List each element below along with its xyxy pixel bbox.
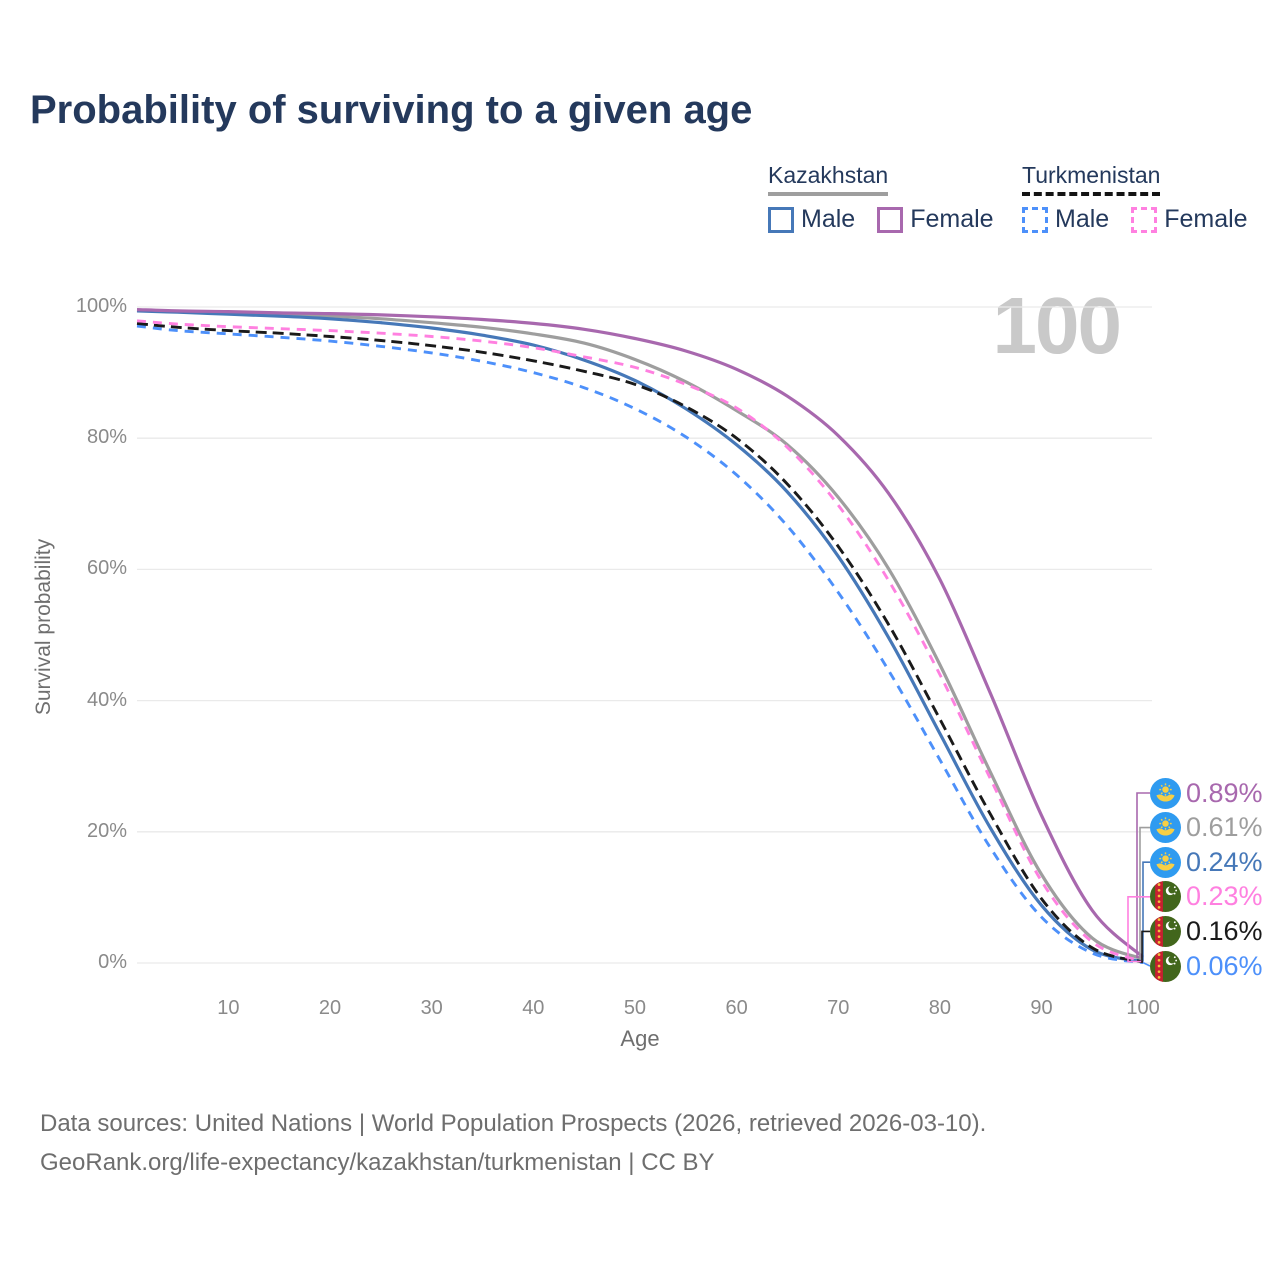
end-label-value: 0.06% bbox=[1186, 950, 1263, 981]
end-label-connector bbox=[1142, 861, 1150, 962]
kazakhstan-flag-icon bbox=[1150, 846, 1181, 878]
age-watermark: 100 bbox=[992, 281, 1122, 370]
legend-item-turkmenistan-female[interactable]: Female bbox=[1131, 205, 1248, 234]
x-tick-label: 80 bbox=[928, 997, 951, 1019]
turkmenistan-male-swatch bbox=[1022, 206, 1048, 233]
legend-group-turkmenistan: Turkmenistan Male Female bbox=[1022, 162, 1270, 234]
end-label-kazakhstan-both-sexes[interactable]: 0.61% bbox=[1150, 812, 1263, 844]
footer-attribution: GeoRank.org/life-expectancy/kazakhstan/t… bbox=[40, 1149, 715, 1176]
series-line-turkmenistan-female[interactable] bbox=[136, 319, 1144, 963]
legend-item-label: Female bbox=[910, 205, 994, 233]
legend-heading-turkmenistan: Turkmenistan bbox=[1022, 162, 1161, 196]
end-label-kazakhstan-female[interactable]: 0.89% bbox=[1150, 777, 1263, 809]
x-tick-label: 20 bbox=[318, 997, 342, 1019]
y-tick-label: 100% bbox=[75, 295, 127, 317]
end-label-value: 0.89% bbox=[1186, 777, 1263, 808]
end-label-kazakhstan-male[interactable]: 0.24% bbox=[1150, 846, 1263, 878]
y-tick-label: 20% bbox=[86, 819, 127, 842]
kazakhstan-flag-icon bbox=[1150, 812, 1181, 844]
end-label-turkmenistan-both-sexes[interactable]: 0.16% bbox=[1150, 915, 1263, 947]
legend-item-kazakhstan-female[interactable]: Female bbox=[877, 205, 994, 234]
legend-group-kazakhstan: Kazakhstan Male Female bbox=[768, 162, 1016, 234]
x-tick-label: 40 bbox=[522, 997, 545, 1019]
end-label-value: 0.23% bbox=[1186, 881, 1263, 912]
x-tick-label: 30 bbox=[420, 997, 443, 1019]
end-label-turkmenistan-female[interactable]: 0.23% bbox=[1150, 881, 1263, 913]
turkmenistan-flag-icon bbox=[1150, 950, 1181, 982]
end-label-connector bbox=[1141, 930, 1150, 963]
legend-item-label: Female bbox=[1164, 205, 1248, 233]
turkmenistan-female-swatch bbox=[1131, 206, 1158, 233]
end-label-value: 0.16% bbox=[1186, 915, 1263, 946]
x-tick-label: 90 bbox=[1030, 997, 1053, 1019]
x-tick-label: 10 bbox=[217, 997, 240, 1019]
legend-item-turkmenistan-male[interactable]: Male bbox=[1022, 205, 1109, 234]
x-axis-title: Age bbox=[620, 1026, 660, 1051]
end-label-connector bbox=[1127, 896, 1150, 963]
x-tick-label: 60 bbox=[725, 997, 748, 1019]
x-tick-label: 50 bbox=[623, 997, 647, 1019]
footer-data-sources: Data sources: United Nations | World Pop… bbox=[40, 1110, 987, 1137]
series-line-turkmenistan-male[interactable] bbox=[136, 324, 1144, 965]
end-label-value: 0.24% bbox=[1186, 846, 1263, 877]
series-line-turkmenistan-both-sexes[interactable] bbox=[136, 321, 1144, 964]
series-line-kazakhstan-female[interactable] bbox=[136, 308, 1145, 959]
legend-item-label: Male bbox=[1055, 205, 1110, 233]
y-tick-label: 80% bbox=[86, 426, 127, 449]
series-line-kazakhstan-male[interactable] bbox=[136, 309, 1144, 963]
legend-heading-kazakhstan: Kazakhstan bbox=[768, 162, 889, 196]
end-label-connector bbox=[1142, 961, 1151, 967]
x-tick-label: 70 bbox=[827, 997, 850, 1019]
y-tick-label: 60% bbox=[86, 557, 127, 580]
legend-row-turkmenistan: Male Female bbox=[1022, 205, 1270, 234]
kazakhstan-female-swatch bbox=[877, 206, 904, 233]
footer: Data sources: United Nations | World Pop… bbox=[40, 1104, 986, 1182]
y-tick-label: 40% bbox=[86, 688, 127, 711]
legend-item-kazakhstan-male[interactable]: Male bbox=[768, 205, 855, 234]
end-label-value: 0.61% bbox=[1186, 812, 1263, 843]
kazakhstan-male-swatch bbox=[768, 206, 794, 233]
x-tick-label: 100 bbox=[1126, 997, 1160, 1019]
y-tick-label: 0% bbox=[98, 951, 127, 973]
kazakhstan-flag-icon bbox=[1150, 777, 1181, 809]
legend-row-kazakhstan: Male Female bbox=[768, 205, 1016, 234]
chart-title: Probability of surviving to a given age bbox=[30, 88, 753, 132]
legend-item-label: Male bbox=[801, 205, 856, 233]
turkmenistan-flag-icon bbox=[1150, 915, 1181, 947]
end-label-turkmenistan-male[interactable]: 0.06% bbox=[1150, 950, 1263, 982]
turkmenistan-flag-icon bbox=[1150, 881, 1181, 913]
series-line-kazakhstan-both-sexes[interactable] bbox=[136, 308, 1144, 961]
